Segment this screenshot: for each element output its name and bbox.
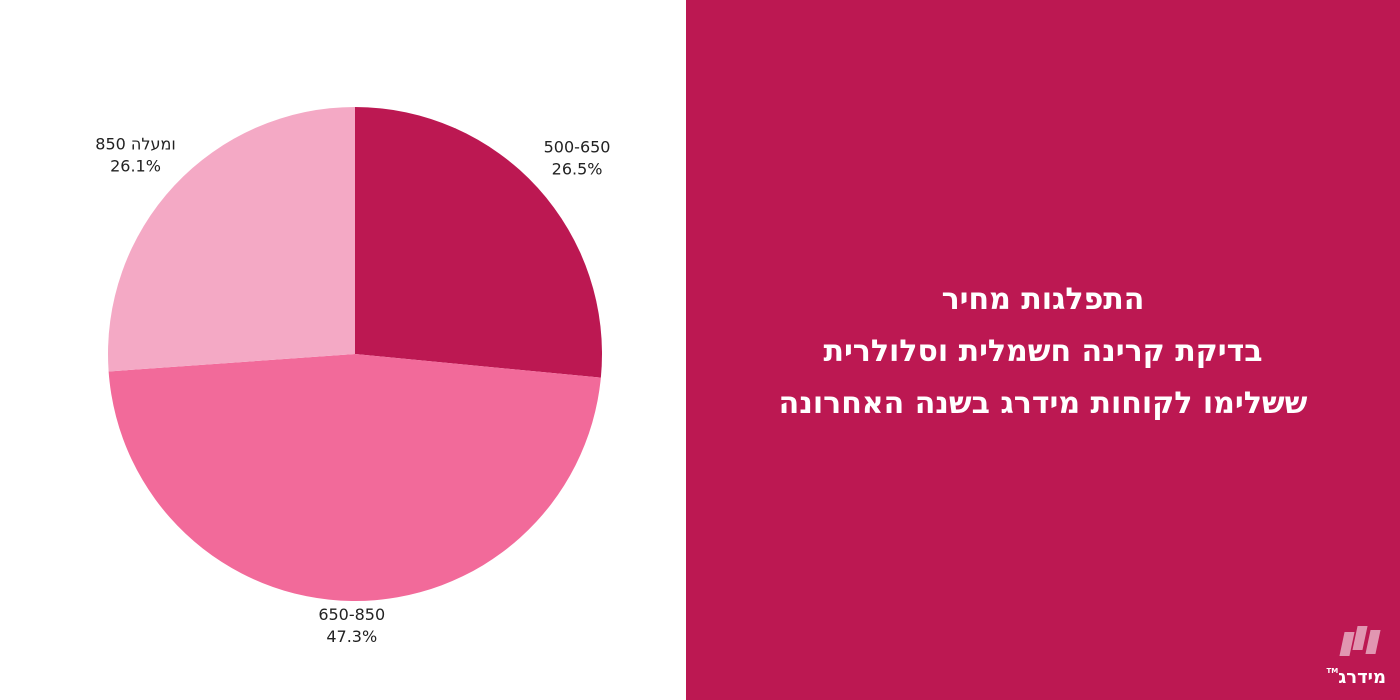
title-line-2: בדיקת קרינה חשמלית וסלולרית <box>823 334 1263 369</box>
pie-slice-3 <box>108 107 355 372</box>
slice-label-2: 650-850 47.3% <box>318 605 385 646</box>
pie-chart: 500-650 26.5% 650-850 47.3% 850 ומעלה 26.1% <box>95 107 611 646</box>
slice-category-label: 650-850 <box>318 605 385 624</box>
title-line-3: ששלימו לקוחות מידרג בשנה האחרונה <box>778 386 1308 421</box>
slice-category-label: 500-650 <box>544 137 611 156</box>
trademark: TM <box>1326 667 1339 675</box>
logo-mark-icon <box>1334 626 1381 656</box>
chart-panel: 500-650 26.5% 650-850 47.3% 850 ומעלה 26.1% <box>0 0 686 700</box>
brand-logo: מידרגTM <box>1326 626 1386 688</box>
pie-slice-2 <box>108 354 601 601</box>
brand-name: מידרגTM <box>1326 667 1386 688</box>
slice-label-1: 500-650 26.5% <box>544 137 611 178</box>
slice-value-label: 47.3% <box>326 627 377 646</box>
title-panel: התפלגות מחיר בדיקת קרינה חשמלית וסלולרית… <box>686 0 1400 700</box>
chart-title: התפלגות מחיר בדיקת קרינה חשמלית וסלולרית… <box>706 274 1380 430</box>
pie-slice-1 <box>355 107 602 378</box>
slice-category-label: 850 ומעלה <box>95 135 175 154</box>
slice-value-label: 26.1% <box>110 157 161 176</box>
title-line-1: התפלגות מחיר <box>941 282 1145 317</box>
slice-label-3: 850 ומעלה 26.1% <box>95 135 175 176</box>
slice-value-label: 26.5% <box>552 159 603 178</box>
